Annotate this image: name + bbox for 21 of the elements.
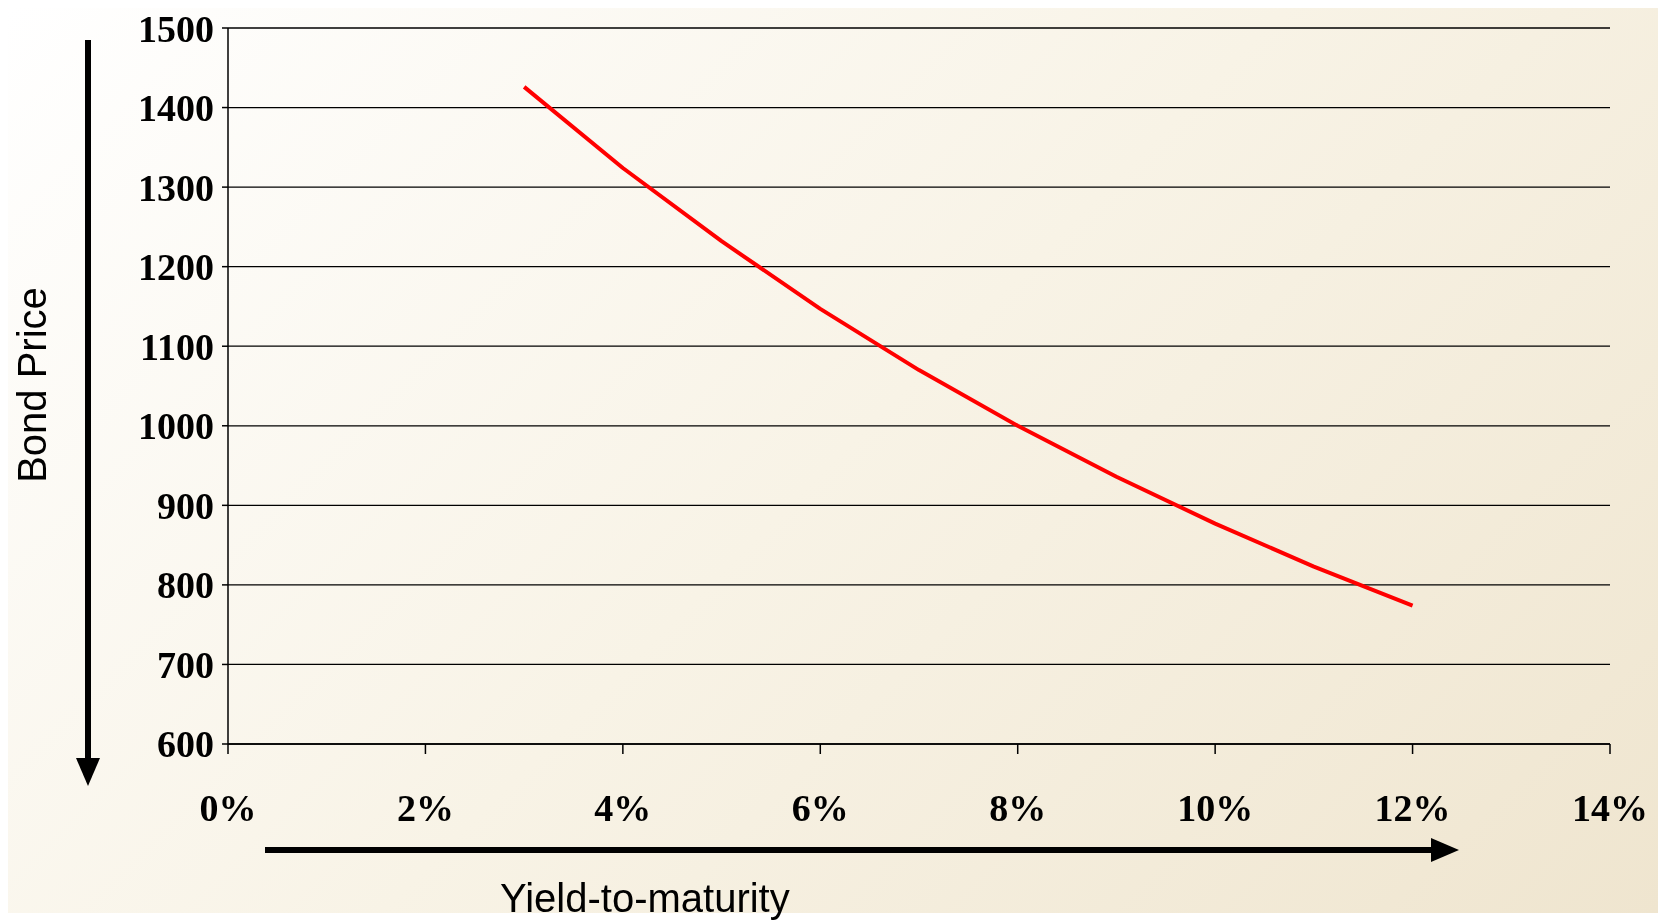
y-tick-label: 1100	[140, 325, 214, 368]
x-tick-label: 4%	[594, 786, 652, 829]
y-tick-label: 1400	[138, 87, 214, 130]
y-tick-label: 1000	[138, 405, 214, 448]
x-tick-label: 2%	[396, 786, 454, 829]
x-tick-label: 12%	[1374, 786, 1451, 829]
x-tick-label: 8%	[989, 786, 1047, 829]
y-tick-label: 800	[157, 564, 214, 607]
y-tick-label: 1200	[138, 246, 214, 289]
y-tick-label: 1300	[138, 166, 214, 209]
y-axis-title: Bond Price	[10, 286, 54, 485]
y-tick-label: 1500	[138, 7, 214, 50]
y-tick-label: 700	[157, 643, 214, 686]
y-tick-label: 900	[157, 484, 214, 527]
x-tick-label: 6%	[791, 786, 849, 829]
x-tick-label: 0%	[199, 786, 257, 829]
x-tick-label: 14%	[1572, 786, 1648, 829]
x-axis-title: Yield-to-maturity	[500, 876, 790, 920]
line-series	[522, 84, 1415, 608]
x-tick-label: 10%	[1177, 786, 1254, 829]
y-tick-label: 600	[157, 723, 214, 766]
